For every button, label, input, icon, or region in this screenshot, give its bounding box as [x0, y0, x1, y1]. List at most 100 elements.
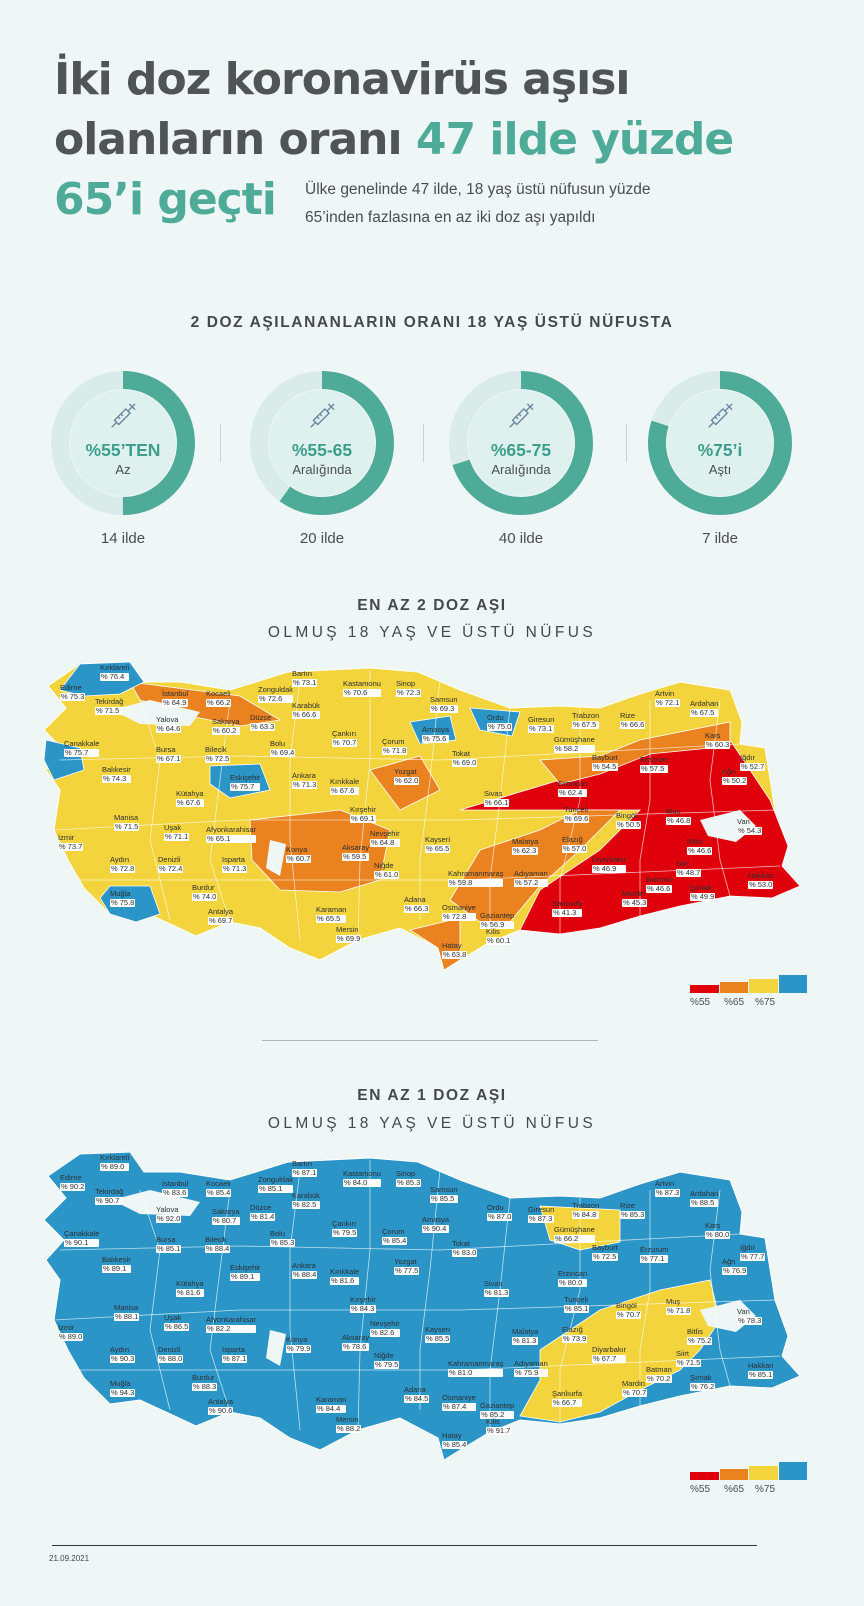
- province-value: % 84.0: [343, 1178, 381, 1187]
- donut-percent: %55’TEN: [85, 440, 161, 460]
- map1-province-label: Sinop% 85.3: [396, 1169, 422, 1187]
- map1-province-label: Sivas% 81.3: [484, 1279, 510, 1297]
- province-name: Şanlıurfa: [552, 1389, 583, 1398]
- province-name: Ankara: [292, 771, 316, 780]
- province-value: % 81.6: [176, 1288, 204, 1297]
- map1-province-label: Adıyaman% 75.9: [514, 1359, 548, 1377]
- province-value: % 77.1: [640, 1254, 669, 1263]
- province-name: Malatya: [512, 837, 539, 846]
- province-value: % 85.1: [258, 1184, 294, 1193]
- map2-province-label: Muş% 46.8: [666, 807, 692, 825]
- map1-province-label: Ankara% 88.4: [292, 1261, 318, 1279]
- province-value: % 85.5: [430, 1194, 458, 1203]
- province-value: % 89.0: [58, 1331, 84, 1341]
- map1-province-label: Erzurum% 77.1: [640, 1245, 669, 1263]
- province-name: Mardin: [622, 1379, 645, 1388]
- province-name: Çorum: [382, 737, 405, 746]
- province-name: Hakkari: [748, 1361, 774, 1370]
- province-name: Antalya: [208, 1397, 234, 1406]
- headline-line-2: olanların oranı 47 ilde yüzde: [54, 110, 734, 170]
- province-name: Yalova: [156, 715, 179, 724]
- map2-province-label: Mersin% 69.9: [336, 925, 362, 943]
- map1-province-label: İstanbul% 83.6: [162, 1179, 189, 1197]
- province-value: % 85.3: [270, 1237, 296, 1247]
- province-name: Elazığ: [562, 835, 583, 844]
- province-name: Sivas: [484, 789, 503, 798]
- province-name: Kırklareli: [100, 663, 130, 672]
- province-value: % 72.1: [655, 697, 681, 707]
- map2-province-label: Gaziantep% 56.9: [480, 911, 515, 929]
- province-name: Çankırı: [332, 729, 357, 738]
- province-name: Sakarya: [212, 717, 240, 726]
- map2-border: [357, 670, 371, 941]
- donut-fill: [51, 371, 195, 515]
- province-value: % 88.4: [205, 1243, 231, 1253]
- map1-province-label: Isparta% 87.1: [222, 1345, 248, 1363]
- province-name: Adıyaman: [514, 1359, 548, 1368]
- donut-count: 40 ilde: [498, 530, 544, 547]
- province-name: Gaziantep: [480, 1401, 515, 1410]
- province-name: Siirt: [676, 859, 689, 868]
- legend-ticks: %55 %65 %75: [690, 1484, 808, 1498]
- province-name: Bitlis: [687, 1327, 703, 1336]
- province-name: Osmaniye: [442, 1393, 476, 1402]
- map2-province-label: Bursa% 67.1: [156, 745, 182, 763]
- province-value: % 92.0: [156, 1213, 182, 1223]
- map1-province-label: Van% 78.3: [737, 1307, 763, 1325]
- summary-donut: %65-75 Aralığında 40 ilde: [448, 370, 594, 547]
- map1-province-label: Kilis% 91.7: [486, 1417, 512, 1435]
- province-name: Düzce: [250, 1203, 272, 1212]
- province-value: % 50.5: [616, 819, 642, 829]
- province-value: % 63.3: [250, 721, 276, 731]
- map1-province-label: Konya% 79.9: [286, 1335, 312, 1353]
- map1-province-label: Düzce% 81.4: [250, 1203, 276, 1221]
- province-name: Isparta: [222, 855, 245, 864]
- province-name: Karabük: [292, 1191, 320, 1200]
- province-name: Konya: [286, 1335, 308, 1344]
- province-name: Şırnak: [690, 1373, 712, 1382]
- province-value: % 71.5: [676, 1357, 702, 1367]
- province-value: % 85.2: [480, 1410, 515, 1419]
- map1-province-label: Ardahan% 88.5: [690, 1189, 719, 1207]
- map1-province-label: Mersin% 88.2: [336, 1415, 362, 1433]
- province-value: % 90.2: [60, 1181, 86, 1191]
- province-value: % 87.3: [655, 1187, 681, 1197]
- province-value: % 59.5: [342, 852, 370, 861]
- province-value: % 85.4: [442, 1439, 468, 1449]
- map1-water: [112, 1190, 200, 1216]
- map2-province-label: Balıkesir% 74.3: [102, 765, 131, 783]
- province-name: Edirne: [60, 1173, 82, 1182]
- province-value: % 73.1: [292, 677, 318, 687]
- province-value: % 88.3: [192, 1381, 218, 1391]
- province-value: % 65.5: [425, 843, 451, 853]
- province-value: % 88.1: [114, 1311, 140, 1321]
- province-name: Artvin: [655, 689, 675, 698]
- map2-province-label: Iğdır% 52.7: [740, 753, 766, 771]
- province-name: Sinop: [396, 1169, 416, 1178]
- map2-shape: [43, 661, 800, 971]
- map1-province-label: Antalya% 90.6: [208, 1397, 234, 1415]
- province-name: Kırşehir: [350, 805, 376, 814]
- map2-province-label: Kastamonu% 70.6: [343, 679, 381, 697]
- province-name: Amasya: [422, 1215, 450, 1224]
- province-value: % 46.6: [646, 883, 672, 893]
- province-name: Kilis: [486, 1417, 500, 1426]
- province-value: % 75.8: [110, 897, 136, 907]
- province-value: % 54.3: [737, 825, 763, 835]
- headline-line-1: İki doz koronavirüs aşısı: [54, 54, 630, 105]
- map1-province-label: Amasya% 90.4: [422, 1215, 450, 1233]
- map2-province-label: Ordu% 75.0: [487, 713, 513, 731]
- map1-province-label: Hatay% 85.4: [442, 1431, 468, 1449]
- province-name: Tokat: [452, 749, 470, 758]
- province-value: % 74.0: [192, 891, 218, 901]
- province-value: % 66.6: [292, 710, 320, 719]
- province-value: % 82.2: [206, 1324, 257, 1333]
- province-name: İstanbul: [162, 689, 189, 698]
- map1-border: [289, 1169, 301, 1431]
- map1-subtitle: OLMUŞ 18 YAŞ VE ÜSTÜ NÜFUS: [267, 1115, 597, 1132]
- map2-border: [489, 707, 511, 942]
- province-name: Çanakkale: [64, 739, 100, 748]
- map1-province-label: Yozgat% 77.5: [394, 1257, 420, 1275]
- province-name: Manisa: [114, 813, 139, 822]
- map2-province-label: Erzurum% 57.5: [640, 755, 669, 773]
